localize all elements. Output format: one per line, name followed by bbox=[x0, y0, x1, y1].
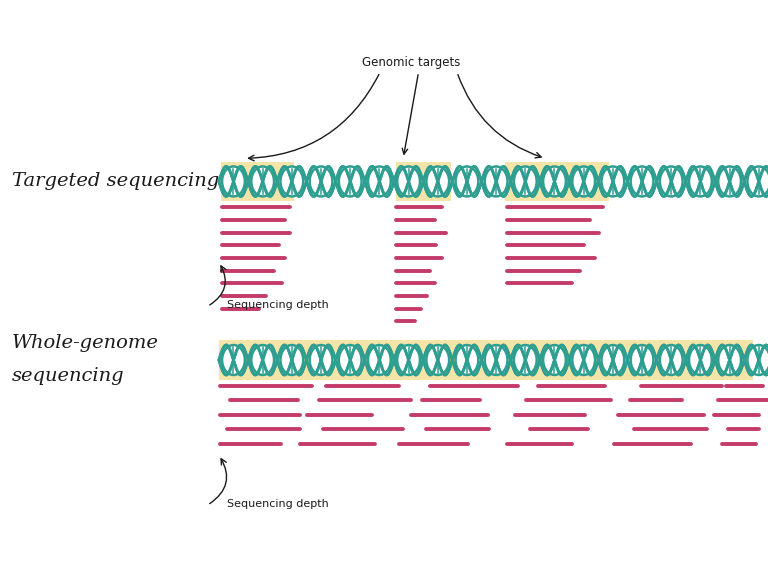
Ellipse shape bbox=[689, 345, 712, 375]
Ellipse shape bbox=[310, 166, 333, 196]
Ellipse shape bbox=[455, 166, 478, 196]
Ellipse shape bbox=[280, 166, 303, 196]
Text: sequencing: sequencing bbox=[12, 367, 124, 385]
Ellipse shape bbox=[368, 345, 391, 375]
Text: Targeted sequencing: Targeted sequencing bbox=[12, 172, 219, 191]
Ellipse shape bbox=[747, 166, 768, 196]
Ellipse shape bbox=[222, 166, 245, 196]
Ellipse shape bbox=[514, 345, 537, 375]
Ellipse shape bbox=[689, 166, 712, 196]
Ellipse shape bbox=[660, 345, 683, 375]
Ellipse shape bbox=[280, 345, 303, 375]
Text: Whole-genome: Whole-genome bbox=[12, 334, 158, 352]
Bar bbox=[221, 162, 294, 201]
Ellipse shape bbox=[397, 166, 420, 196]
Ellipse shape bbox=[368, 166, 391, 196]
Ellipse shape bbox=[310, 345, 333, 375]
Ellipse shape bbox=[397, 345, 420, 375]
Ellipse shape bbox=[426, 166, 449, 196]
Text: Sequencing depth: Sequencing depth bbox=[227, 499, 328, 509]
Ellipse shape bbox=[718, 345, 741, 375]
Ellipse shape bbox=[543, 166, 566, 196]
Bar bbox=[505, 162, 609, 201]
Ellipse shape bbox=[631, 166, 654, 196]
Ellipse shape bbox=[339, 166, 362, 196]
Ellipse shape bbox=[514, 166, 537, 196]
Ellipse shape bbox=[543, 345, 566, 375]
Ellipse shape bbox=[572, 166, 595, 196]
Ellipse shape bbox=[339, 345, 362, 375]
Ellipse shape bbox=[455, 345, 478, 375]
Text: Genomic targets: Genomic targets bbox=[362, 56, 460, 69]
Bar bbox=[219, 340, 753, 380]
Ellipse shape bbox=[251, 166, 274, 196]
Ellipse shape bbox=[601, 345, 624, 375]
Bar bbox=[396, 162, 451, 201]
Ellipse shape bbox=[222, 345, 245, 375]
Ellipse shape bbox=[747, 345, 768, 375]
Ellipse shape bbox=[426, 345, 449, 375]
Ellipse shape bbox=[485, 166, 508, 196]
Ellipse shape bbox=[718, 166, 741, 196]
Ellipse shape bbox=[660, 166, 683, 196]
Ellipse shape bbox=[601, 166, 624, 196]
Ellipse shape bbox=[251, 345, 274, 375]
Ellipse shape bbox=[572, 345, 595, 375]
Text: Sequencing depth: Sequencing depth bbox=[227, 300, 328, 310]
Ellipse shape bbox=[485, 345, 508, 375]
Ellipse shape bbox=[631, 345, 654, 375]
